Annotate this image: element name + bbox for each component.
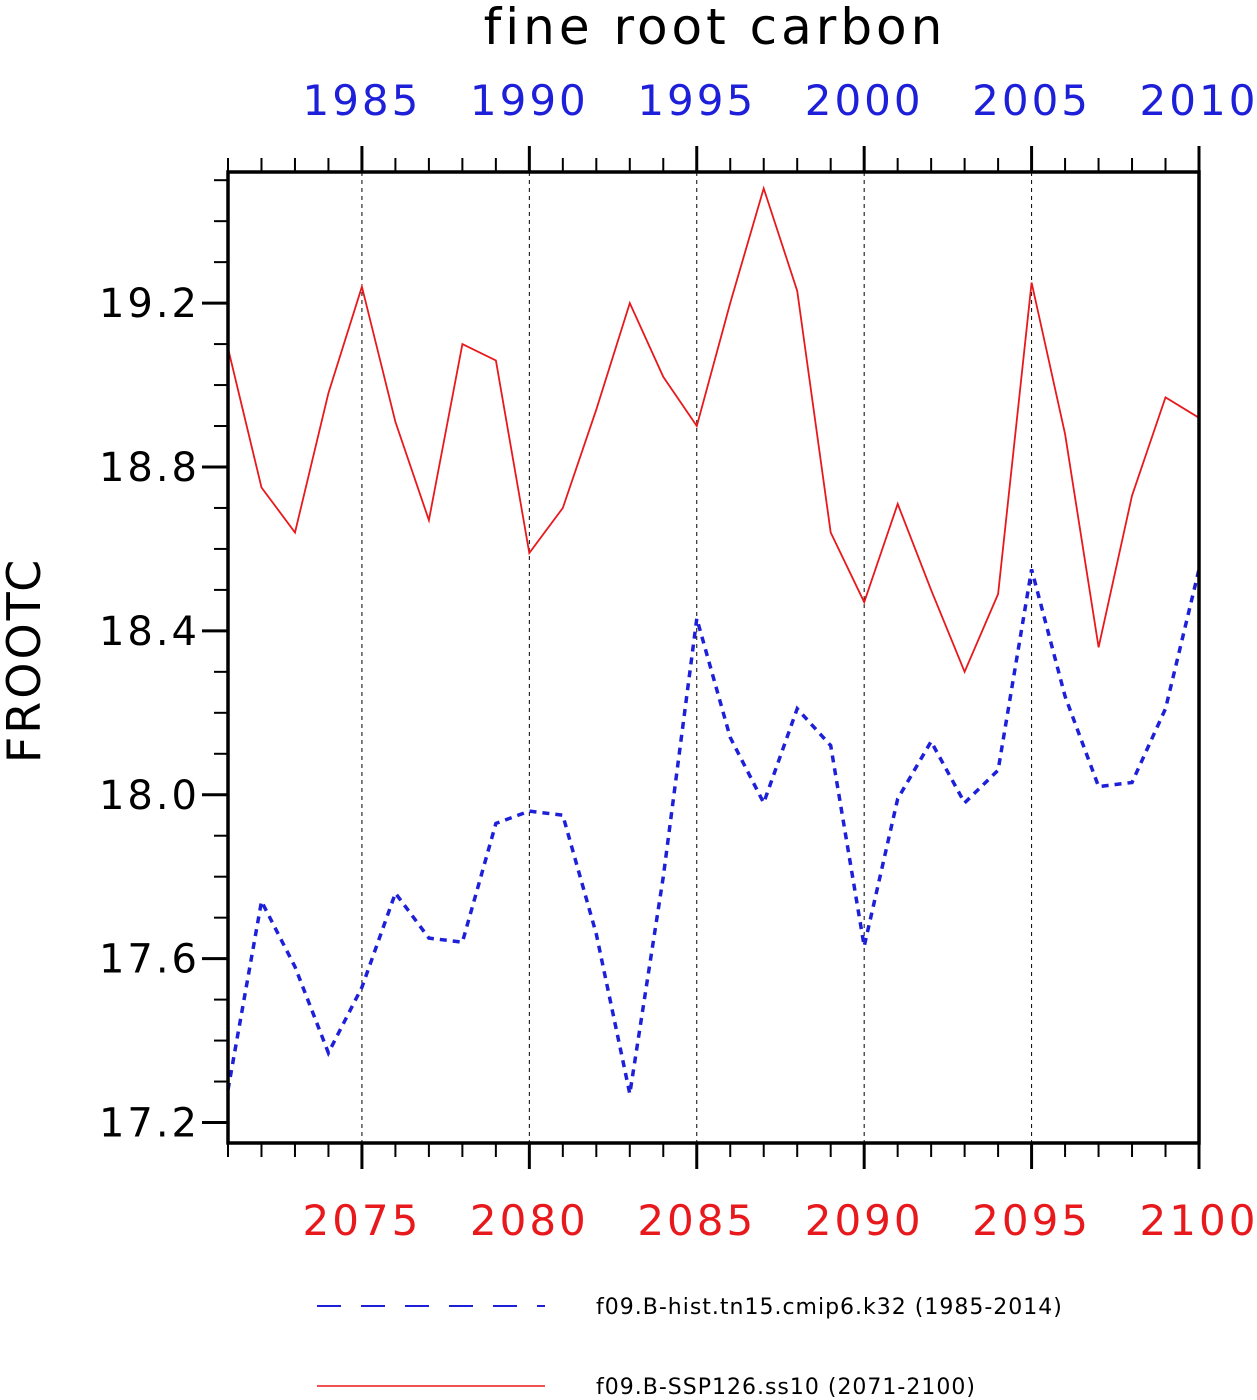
y-axis-label: FROOTC xyxy=(0,557,51,763)
legend-label-2: f09.B-SSP126.ss10 (2071-2100) xyxy=(596,1375,976,1400)
y-tick-label: 17.2 xyxy=(99,1101,200,1147)
y-tick-label: 17.6 xyxy=(99,937,200,983)
y-tick-label: 18.4 xyxy=(99,609,200,655)
y-tick-label: 18.0 xyxy=(99,773,200,819)
legend: f09.B-hist.tn15.cmip6.k32 (1985-2014) f09… xyxy=(317,1295,1063,1400)
x-tick-label-top: 1995 xyxy=(637,76,756,125)
axis-ticks xyxy=(202,146,1201,1169)
series-line-ssp126 xyxy=(227,185,1200,675)
plot-frame xyxy=(226,170,1201,1145)
x-tick-label-top: 1990 xyxy=(470,76,589,125)
x-tick-label-top: 2005 xyxy=(972,76,1091,125)
x-tick-label-top: 2000 xyxy=(805,76,924,125)
x-tick-label-top: 2010 xyxy=(1140,76,1257,125)
x-tick-label-top: 1985 xyxy=(302,76,421,125)
gridlines xyxy=(361,172,1033,1143)
x-tick-label-bottom: 2080 xyxy=(470,1196,589,1245)
x-tick-label-bottom: 2085 xyxy=(637,1196,756,1245)
data-series xyxy=(226,185,1201,1095)
series-line-historical xyxy=(226,568,1201,1095)
legend-label-1: f09.B-hist.tn15.cmip6.k32 (1985-2014) xyxy=(596,1295,1063,1320)
x-tick-label-bottom: 2100 xyxy=(1140,1196,1257,1245)
y-tick-label: 18.8 xyxy=(99,445,200,491)
x-tick-label-bottom: 2090 xyxy=(805,1196,924,1245)
chart-title: fine root carbon xyxy=(484,0,947,56)
y-tick-label: 19.2 xyxy=(99,281,200,327)
tick-labels: 2075 2080 2085 2090 2095 2100 1985 1990 1995 2000… xyxy=(99,76,1257,1245)
x-tick-label-bottom: 2075 xyxy=(302,1196,421,1245)
x-tick-label-bottom: 2095 xyxy=(972,1196,1091,1245)
